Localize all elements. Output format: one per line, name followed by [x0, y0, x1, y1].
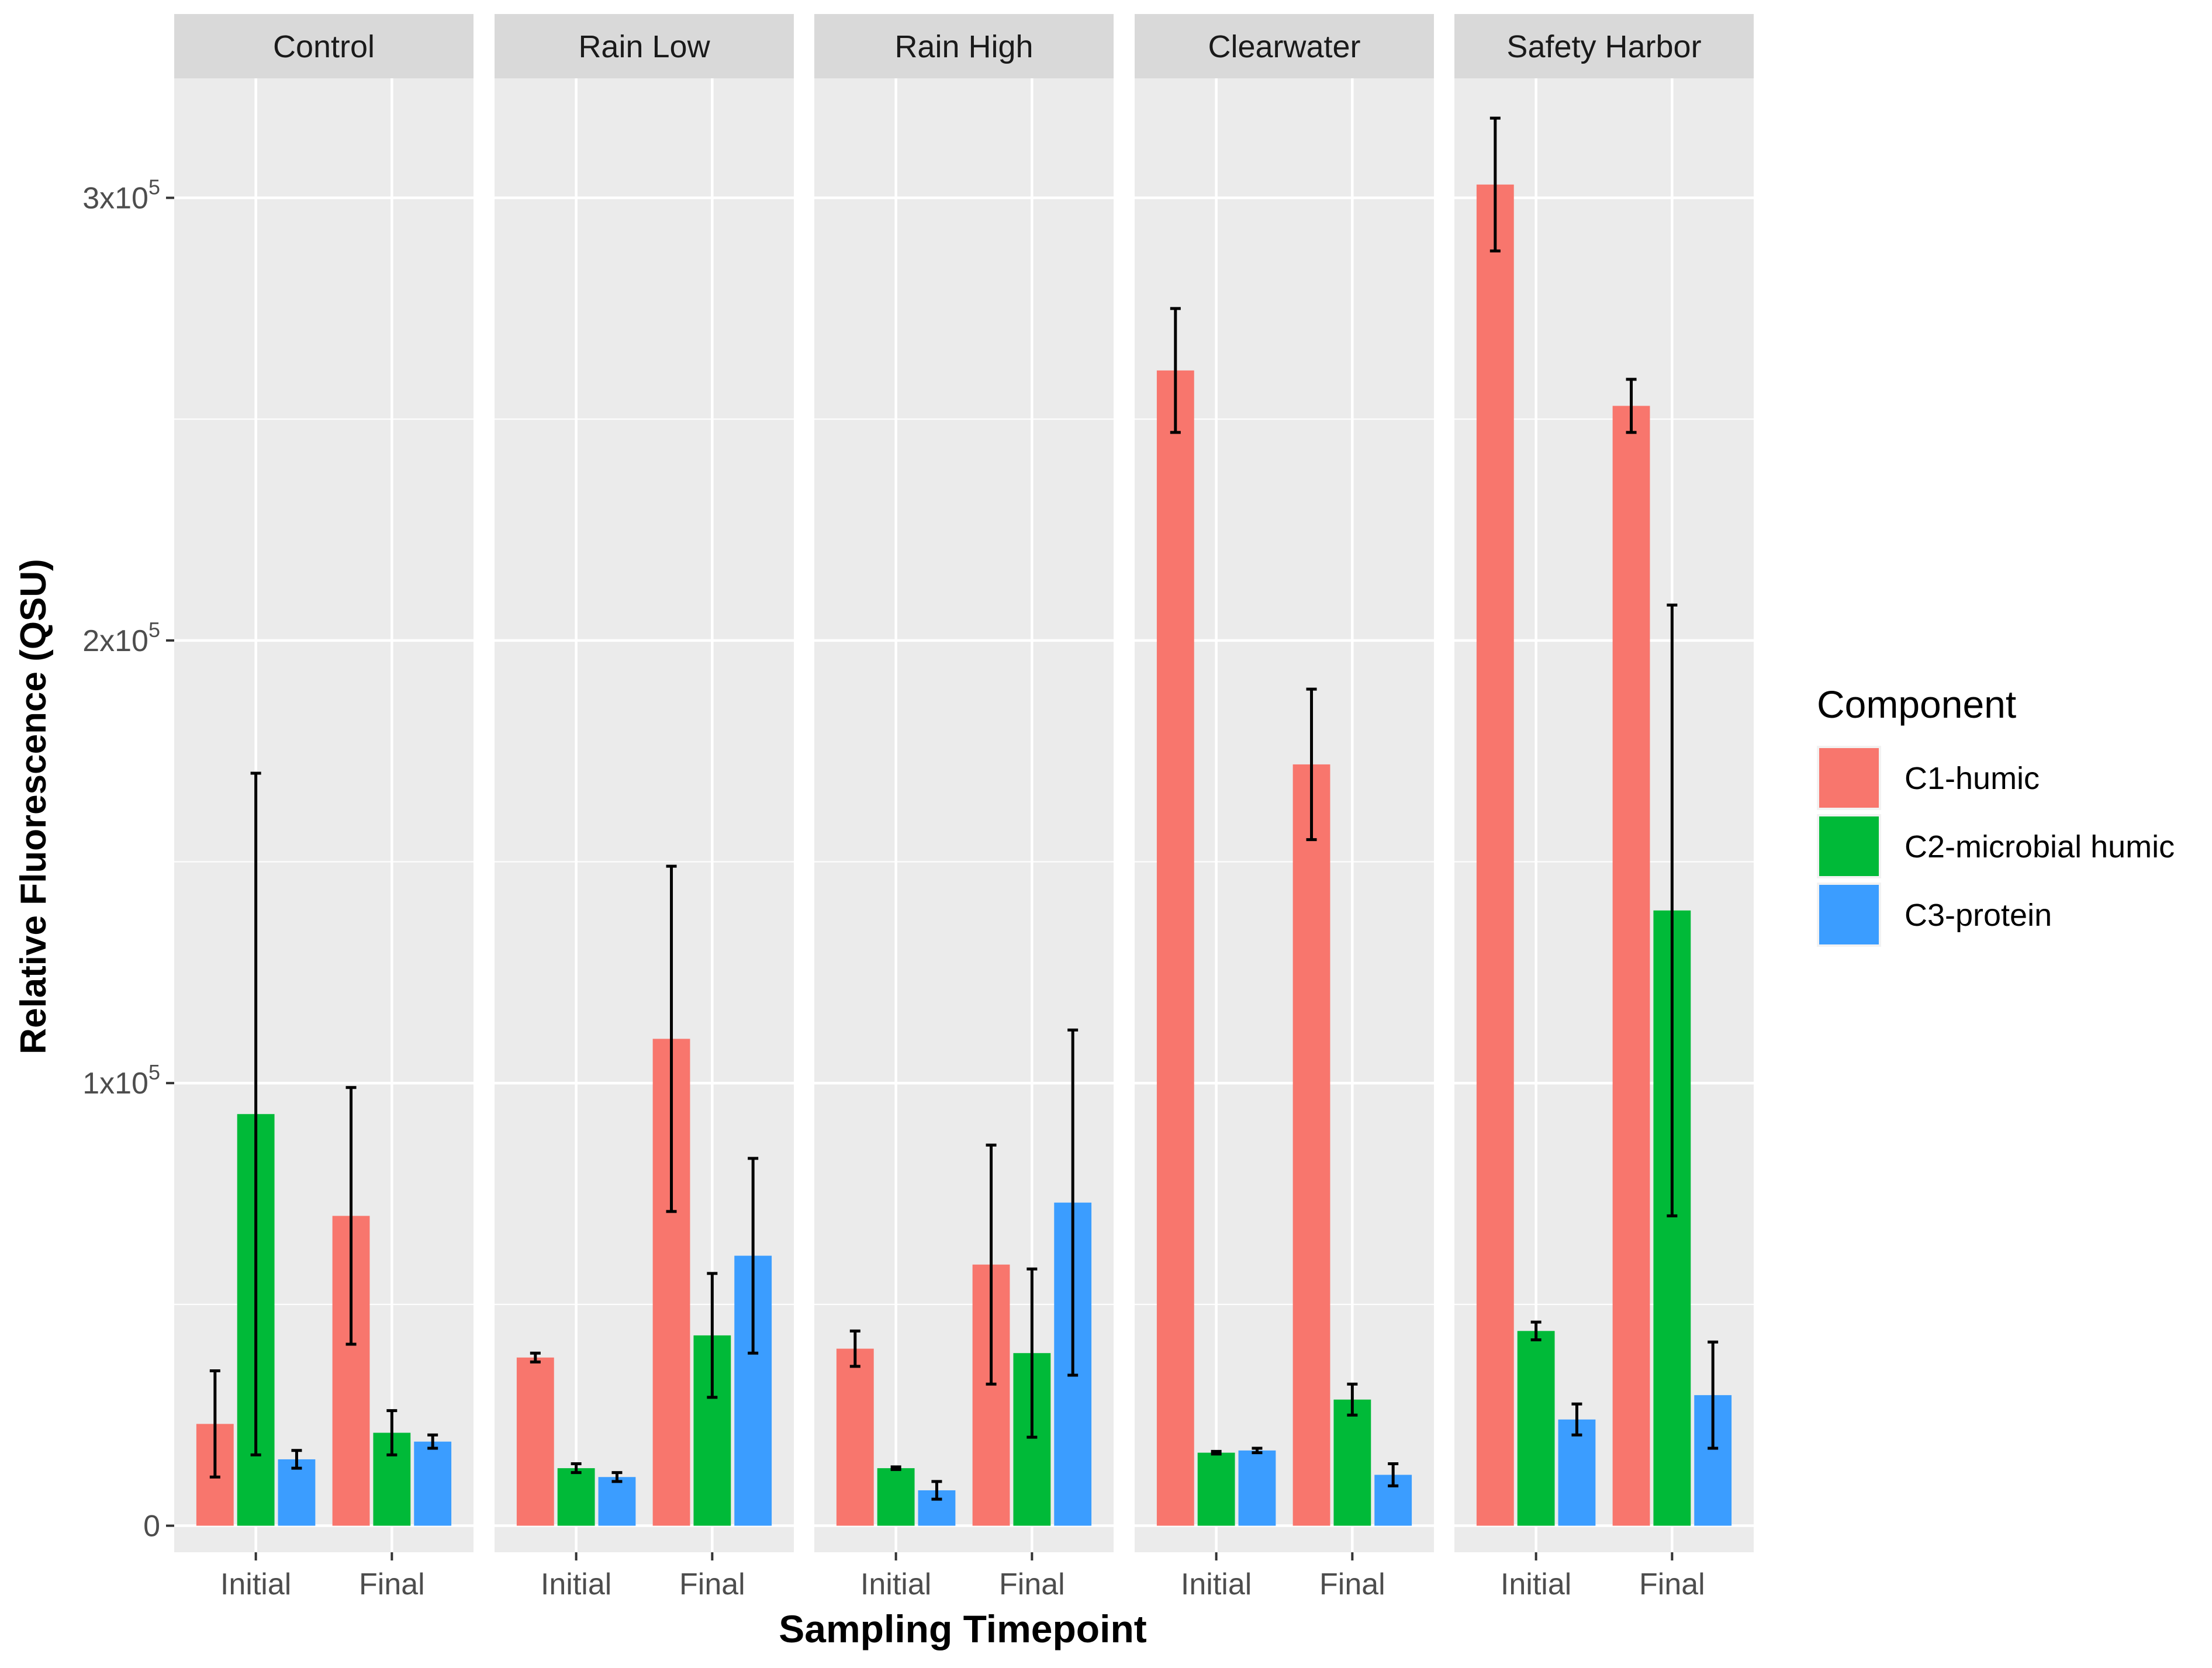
legend-label: C2-microbial humic — [1905, 829, 2175, 864]
error-bar — [250, 771, 261, 1456]
error-bar — [345, 1086, 357, 1346]
error-bar — [427, 1433, 438, 1450]
bar-c1-humic-initial — [836, 1348, 874, 1526]
bar-c2-microbial-humic-initial — [1517, 1331, 1555, 1526]
facet-strip-label: Control — [273, 29, 375, 64]
x-tick-label: Final — [1319, 1567, 1385, 1601]
error-bar — [748, 1157, 759, 1355]
x-tick-label: Initial — [220, 1567, 291, 1601]
error-bar — [1170, 307, 1181, 434]
error-bar — [1388, 1462, 1399, 1487]
legend: Component C1-humic C2-microbial humic C3-p… — [1817, 683, 2175, 947]
error-bar — [209, 1369, 220, 1479]
bar-c1-humic-initial — [516, 1357, 554, 1526]
error-bar — [291, 1449, 302, 1470]
panel-control: Control — [174, 14, 473, 1552]
error-bar — [707, 1272, 718, 1399]
bar-c3-protein-initial — [1558, 1419, 1596, 1526]
error-bar — [1252, 1446, 1263, 1455]
facet-strip — [174, 14, 473, 78]
y-tick-label: 3x105 — [82, 175, 160, 215]
error-bar — [849, 1329, 860, 1368]
x-axis: Initial Final Initial Final Initial Final Init… — [220, 1552, 1705, 1601]
x-tick-label: Final — [999, 1567, 1065, 1601]
error-bar — [1026, 1267, 1038, 1439]
x-tick-label: Final — [1639, 1567, 1705, 1601]
error-bar — [931, 1480, 942, 1501]
facet-strip — [495, 14, 794, 78]
error-bar — [1571, 1402, 1582, 1437]
error-bar — [1667, 603, 1678, 1217]
x-tick-label: Final — [679, 1567, 745, 1601]
y-tick-label: 0 — [143, 1510, 160, 1544]
error-bar — [1211, 1449, 1222, 1456]
facet-strip — [1135, 14, 1434, 78]
x-axis-title: Sampling Timepoint — [779, 1607, 1147, 1650]
error-bar — [571, 1462, 582, 1475]
legend-title: Component — [1817, 683, 2016, 726]
bar-c3-protein-final — [414, 1441, 452, 1526]
legend-items: C1-humic C2-microbial humic C3-protein — [1817, 746, 2175, 947]
bar-c2-microbial-humic-initial — [557, 1468, 595, 1526]
bar-c1-humic-final — [1292, 764, 1330, 1526]
error-bar — [1626, 378, 1637, 434]
legend-item-c3-protein: C3-protein — [1817, 883, 2052, 947]
error-bar — [530, 1351, 541, 1364]
panel-rain-low: Rain Low — [495, 14, 794, 1552]
bar-c1-humic-initial — [1476, 184, 1514, 1526]
bar-c2-microbial-humic-initial — [1197, 1452, 1235, 1526]
error-bar — [986, 1143, 997, 1386]
error-bar — [890, 1465, 901, 1471]
error-bar — [1347, 1382, 1358, 1417]
error-bar — [611, 1471, 623, 1483]
bar-c3-protein-initial — [1238, 1450, 1276, 1526]
error-bar — [1067, 1028, 1079, 1377]
panel-rain-high: Rain High — [814, 14, 1114, 1552]
facet-strip-label: Safety Harbor — [1506, 29, 1701, 64]
error-bar — [666, 864, 677, 1213]
x-tick-label: Initial — [541, 1567, 611, 1601]
y-axis: 0 1x105 2x105 3x105 — [82, 175, 174, 1544]
bar-c2-microbial-humic-initial — [877, 1468, 915, 1526]
legend-key — [1819, 748, 1879, 808]
bar-c3-protein-initial — [598, 1477, 636, 1526]
bar-c1-humic-initial — [1156, 370, 1194, 1526]
facet-strip-label: Rain Low — [578, 29, 710, 64]
facet-strip — [1454, 14, 1754, 78]
legend-key — [1819, 816, 1879, 876]
x-tick-label: Initial — [860, 1567, 931, 1601]
bar-c2-microbial-humic-final — [1333, 1399, 1371, 1526]
facet-panels: Control Rain Low Rain High Clearwater Safety… — [174, 14, 1754, 1552]
facet-strip — [814, 14, 1114, 78]
facet-strip-label: Rain High — [894, 29, 1033, 64]
error-bar — [386, 1409, 398, 1456]
error-bar — [1530, 1320, 1542, 1341]
x-tick-label: Initial — [1501, 1567, 1571, 1601]
legend-item-c1-humic: C1-humic — [1817, 746, 2040, 810]
legend-item-c2-microbial-humic: C2-microbial humic — [1817, 814, 2175, 878]
bar-c1-humic-final — [1612, 406, 1650, 1526]
y-tick-label: 1x105 — [82, 1060, 160, 1101]
error-bar — [1306, 687, 1317, 842]
legend-label: C1-humic — [1905, 761, 2040, 796]
bar-c3-protein-initial — [278, 1459, 316, 1526]
x-tick-label: Final — [359, 1567, 425, 1601]
x-tick-label: Initial — [1181, 1567, 1252, 1601]
legend-key — [1819, 885, 1879, 944]
error-bar — [1708, 1340, 1719, 1450]
panel-background — [174, 78, 473, 1552]
facet-strip-label: Clearwater — [1208, 29, 1360, 64]
y-axis-title: Relative Fluorescence (QSU) — [13, 559, 54, 1054]
panel-clearwater: Clearwater — [1135, 14, 1434, 1552]
error-bar — [1489, 116, 1501, 252]
panel-safety-harbor: Safety Harbor — [1454, 14, 1754, 1552]
y-tick-label: 2x105 — [82, 618, 160, 658]
legend-label: C3-protein — [1905, 898, 2052, 933]
